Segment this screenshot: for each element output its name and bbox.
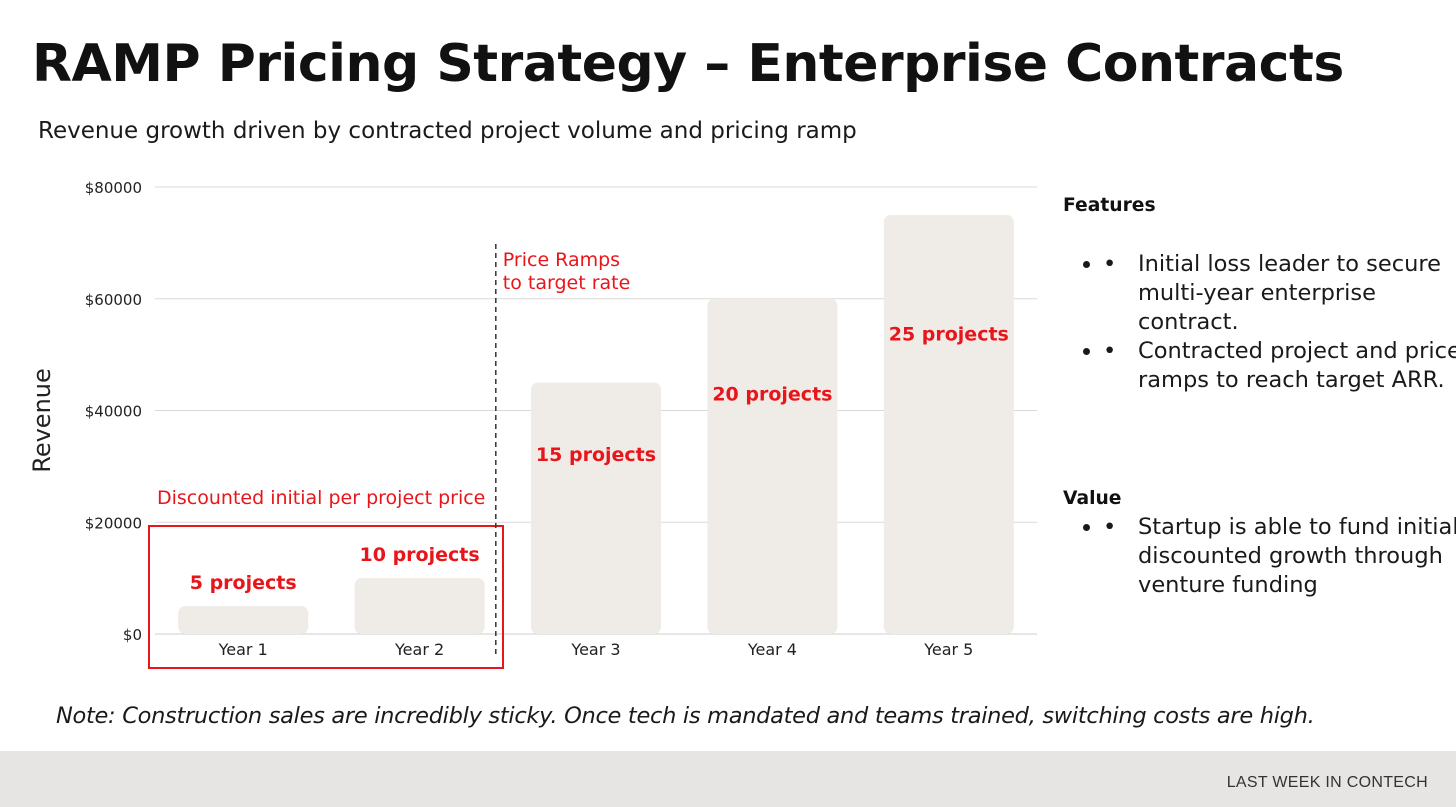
footer-bar: LAST WEEK IN CONTECH (0, 751, 1456, 807)
bullet-icon: • (1103, 338, 1117, 364)
ramp-annotation: Price Ramps (503, 249, 620, 271)
ramp-annotation: to target rate (503, 272, 631, 294)
bar (178, 606, 309, 634)
value-heading: Value (1063, 487, 1122, 509)
bar-data-label: 20 projects (712, 384, 832, 406)
x-tick-label: Year 5 (923, 640, 973, 659)
x-tick-label: Year 2 (394, 640, 444, 659)
bar-data-label: 25 projects (889, 323, 1009, 345)
page-subtitle: Revenue growth driven by contracted proj… (38, 118, 857, 144)
x-tick-label: Year 1 (218, 640, 268, 659)
y-tick-label: $20000 (85, 514, 142, 532)
bar-data-label: 15 projects (536, 444, 656, 466)
value-list: •Startup is able to fund initial discoun… (1063, 513, 1456, 600)
features-list: •Initial loss leader to secure multi-yea… (1063, 250, 1456, 395)
y-tick-label: $60000 (85, 291, 142, 309)
bar (707, 298, 838, 634)
bar (883, 214, 1014, 634)
revenue-bar-chart: $0 $20000 $40000 $60000 $80000 Revenue Year 1 5… (28, 179, 1037, 669)
bar-data-label: 10 projects (360, 544, 480, 566)
discount-highlight-box (148, 525, 504, 669)
bar (354, 578, 485, 634)
bar-data-label: 5 projects (190, 572, 297, 594)
discount-annotation: Discounted initial per project price (157, 487, 485, 509)
page-title: RAMP Pricing Strategy – Enterprise Contr… (32, 34, 1344, 94)
y-tick-label: $40000 (85, 403, 142, 421)
x-tick-label: Year 4 (747, 640, 797, 659)
value-item: •Startup is able to fund initial discoun… (1103, 513, 1456, 600)
footnote: Note: Construction sales are incredibly … (56, 703, 1315, 729)
bullet-icon: • (1103, 251, 1117, 277)
bullet-icon: • (1103, 514, 1117, 540)
feature-item: •Initial loss leader to secure multi-yea… (1103, 250, 1456, 337)
y-axis-label: Revenue (28, 368, 56, 473)
y-tick-label: $0 (123, 626, 142, 644)
y-tick-label: $80000 (85, 179, 142, 197)
footer-brand: LAST WEEK IN CONTECH (1226, 774, 1428, 791)
features-heading: Features (1063, 194, 1156, 216)
bar (531, 382, 661, 634)
x-tick-label: Year 3 (570, 640, 620, 659)
feature-item: •Contracted project and price ramps to r… (1103, 337, 1456, 395)
